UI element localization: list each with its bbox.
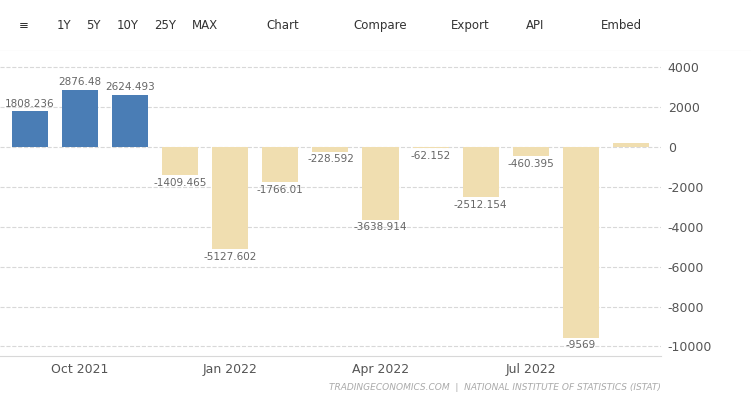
Bar bbox=[12, 111, 48, 147]
Text: 2624.493: 2624.493 bbox=[105, 82, 155, 92]
Text: 2876.48: 2876.48 bbox=[59, 77, 101, 88]
Text: -1766.01: -1766.01 bbox=[257, 185, 303, 195]
Text: Compare: Compare bbox=[353, 19, 406, 32]
Text: -9569: -9569 bbox=[566, 340, 596, 350]
Text: MAX: MAX bbox=[192, 19, 218, 32]
Bar bbox=[412, 147, 448, 148]
Bar bbox=[62, 90, 98, 147]
Text: -3638.914: -3638.914 bbox=[354, 222, 407, 232]
Text: 1Y: 1Y bbox=[56, 19, 71, 32]
Text: 1808.236: 1808.236 bbox=[5, 99, 55, 109]
Text: API: API bbox=[526, 19, 544, 32]
Bar bbox=[213, 147, 249, 249]
Text: TRADINGECONOMICS.COM  |  NATIONAL INSTITUTE OF STATISTICS (ISTAT): TRADINGECONOMICS.COM | NATIONAL INSTITUT… bbox=[329, 383, 661, 392]
Bar bbox=[463, 147, 499, 197]
Text: -1409.465: -1409.465 bbox=[153, 178, 207, 188]
Bar bbox=[613, 143, 649, 147]
Text: -2512.154: -2512.154 bbox=[454, 200, 508, 209]
Text: Embed: Embed bbox=[601, 19, 642, 32]
Text: 25Y: 25Y bbox=[154, 19, 176, 32]
Bar bbox=[562, 147, 599, 338]
Bar bbox=[262, 147, 298, 182]
Text: -5127.602: -5127.602 bbox=[204, 252, 257, 262]
Text: 5Y: 5Y bbox=[86, 19, 101, 32]
Bar bbox=[363, 147, 399, 220]
Bar bbox=[312, 147, 348, 152]
Bar bbox=[112, 95, 148, 147]
Bar bbox=[513, 147, 549, 156]
Text: Chart: Chart bbox=[267, 19, 300, 32]
Bar bbox=[162, 147, 198, 175]
Text: ≡: ≡ bbox=[19, 19, 29, 32]
Text: -460.395: -460.395 bbox=[508, 159, 554, 169]
Text: -228.592: -228.592 bbox=[307, 154, 354, 164]
Text: Export: Export bbox=[451, 19, 490, 32]
Text: 10Y: 10Y bbox=[116, 19, 138, 32]
Text: -62.152: -62.152 bbox=[411, 151, 451, 161]
